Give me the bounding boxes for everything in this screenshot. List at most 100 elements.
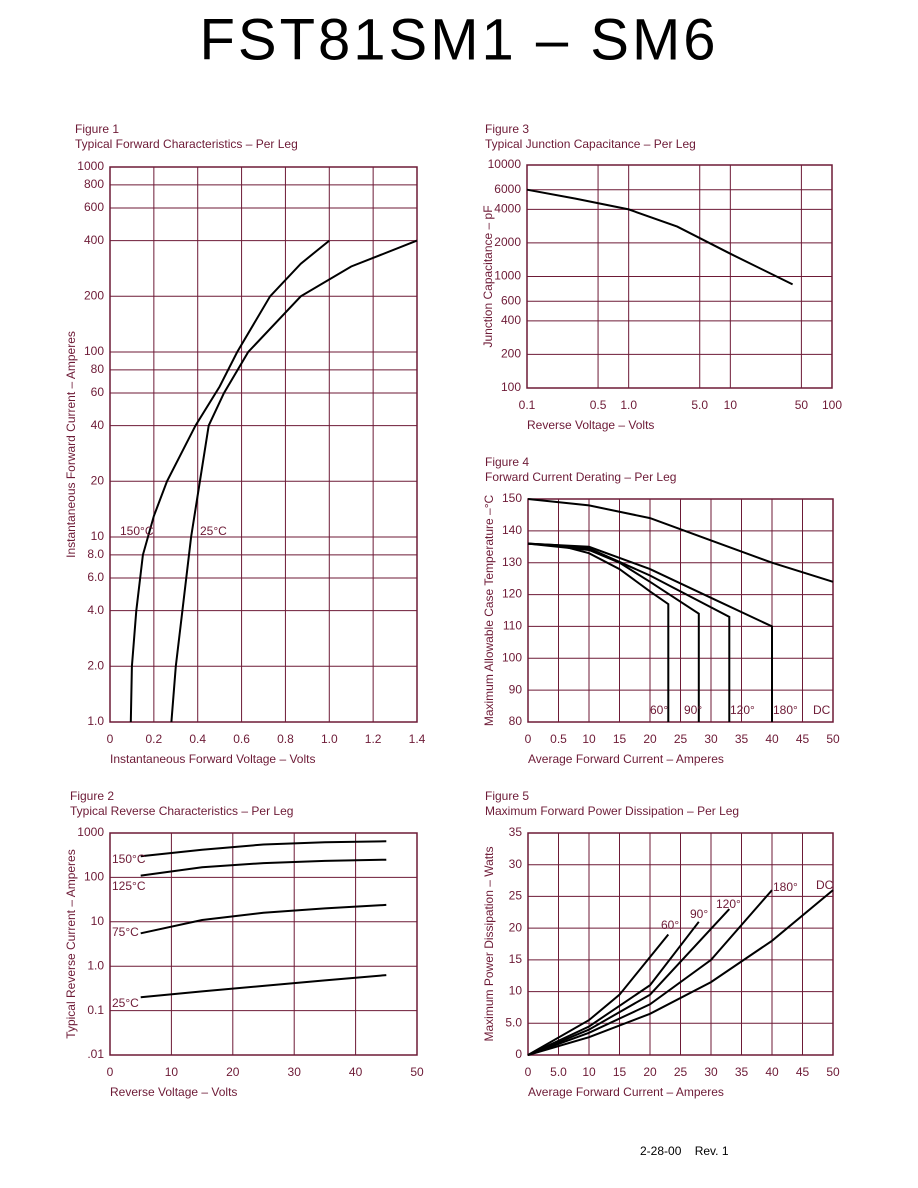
series-line — [170, 239, 418, 723]
figure-title: Typical Forward Characteristics – Per Le… — [75, 137, 298, 151]
series-line — [527, 498, 834, 583]
y-tick-label: 0 — [515, 1047, 522, 1061]
y-axis-label: Typical Reverse Current – Amperes — [64, 849, 78, 1038]
series-line — [527, 889, 834, 1056]
y-axis-label: Junction Capacitance – pF — [481, 205, 495, 347]
x-tick-label: 0.2 — [146, 732, 163, 746]
series-label: DC — [816, 878, 834, 892]
y-tick-label: 1000 — [77, 159, 104, 173]
figure-title: Typical Junction Capacitance – Per Leg — [485, 137, 696, 151]
x-tick-label: 20 — [226, 1065, 240, 1079]
y-tick-label: 25 — [509, 889, 523, 903]
figure-label: Figure 5 — [485, 789, 529, 803]
x-tick-label: 25 — [674, 1065, 688, 1079]
series-label: 90° — [690, 907, 708, 921]
series-line — [526, 188, 794, 286]
x-tick-label: 5.0 — [550, 1065, 567, 1079]
series-label: 120° — [730, 703, 755, 717]
y-tick-label: 150 — [502, 491, 522, 505]
y-tick-label: 8.0 — [87, 547, 104, 561]
x-tick-label: 0.5 — [550, 732, 567, 746]
series-line — [129, 239, 330, 723]
x-tick-label: 45 — [796, 1065, 810, 1079]
x-tick-label: 50 — [826, 732, 840, 746]
y-tick-label: 80 — [509, 714, 523, 728]
x-tick-label: 50 — [410, 1065, 424, 1079]
y-tick-label: 1000 — [77, 825, 104, 839]
x-tick-label: 50 — [795, 398, 809, 412]
plot-frame — [109, 832, 418, 1056]
x-tick-label: 35 — [735, 732, 749, 746]
y-tick-label: 130 — [502, 555, 522, 569]
x-tick-label: 0 — [107, 1065, 114, 1079]
series-label: 75°C — [112, 925, 139, 939]
footer: 2-28-00 Rev. 1 — [640, 1144, 729, 1158]
series-line — [527, 542, 670, 722]
x-tick-label: 5.0 — [691, 398, 708, 412]
x-tick-label: 30 — [704, 1065, 718, 1079]
y-axis-label: Maximum Allowable Case Temperature –°C — [482, 494, 496, 726]
y-tick-label: 20 — [509, 920, 523, 934]
series-label: 25°C — [200, 524, 227, 538]
y-tick-label: 35 — [509, 825, 523, 839]
x-tick-label: 10 — [165, 1065, 179, 1079]
series-line — [527, 542, 731, 722]
x-tick-label: 0 — [525, 1065, 532, 1079]
series-line — [140, 903, 387, 935]
y-tick-label: 40 — [91, 418, 105, 432]
y-axis-label: Maximum Power Dissipation – Watts — [482, 847, 496, 1042]
series-line — [527, 542, 700, 722]
x-tick-label: 20 — [643, 1065, 657, 1079]
x-axis-label: Average Forward Current – Amperes — [528, 752, 724, 766]
y-tick-label: 100 — [502, 650, 522, 664]
x-axis-label: Reverse Voltage – Volts — [110, 1085, 237, 1099]
x-tick-label: 1.0 — [321, 732, 338, 746]
y-tick-label: 80 — [91, 362, 105, 376]
figure-title: Forward Current Derating – Per Leg — [485, 470, 676, 484]
x-tick-label: 50 — [826, 1065, 840, 1079]
y-tick-label: 5.0 — [505, 1015, 522, 1029]
y-tick-label: 6.0 — [87, 570, 104, 584]
plot-frame — [109, 166, 418, 723]
figure-label: Figure 1 — [75, 122, 119, 136]
y-tick-label: 6000 — [494, 182, 521, 196]
series-label: 120° — [716, 897, 741, 911]
y-tick-label: 1000 — [494, 269, 521, 283]
y-tick-label: 30 — [509, 857, 523, 871]
x-axis-label: Reverse Voltage – Volts — [527, 418, 654, 432]
page-title: FST81SM1 – SM6 — [199, 7, 718, 72]
x-tick-label: 1.0 — [620, 398, 637, 412]
x-tick-label: 40 — [765, 732, 779, 746]
y-tick-label: 600 — [501, 293, 521, 307]
series-label: 60° — [661, 918, 679, 932]
series-line — [140, 974, 387, 999]
x-tick-label: 30 — [288, 1065, 302, 1079]
x-tick-label: 10 — [582, 1065, 596, 1079]
series-line — [527, 921, 700, 1056]
x-tick-label: 20 — [643, 732, 657, 746]
x-tick-label: 10 — [724, 398, 738, 412]
y-tick-label: 10 — [509, 984, 523, 998]
series-label: 150°C — [120, 524, 154, 538]
y-tick-label: 120 — [502, 587, 522, 601]
series-line — [527, 908, 731, 1056]
series-line — [527, 889, 773, 1056]
y-tick-label: 10000 — [488, 157, 522, 171]
y-tick-label: 140 — [502, 523, 522, 537]
x-tick-label: 0 — [107, 732, 114, 746]
y-tick-label: 4.0 — [87, 603, 104, 617]
y-tick-label: 15 — [509, 952, 523, 966]
y-tick-label: 1.0 — [87, 714, 104, 728]
x-tick-label: 0.1 — [519, 398, 536, 412]
series-label: 150°C — [112, 852, 146, 866]
series-label: 180° — [773, 880, 798, 894]
x-tick-label: 25 — [674, 732, 688, 746]
x-tick-label: 0 — [525, 732, 532, 746]
y-tick-label: 4000 — [494, 202, 521, 216]
x-tick-label: 30 — [704, 732, 718, 746]
x-tick-label: 40 — [349, 1065, 363, 1079]
series-line — [140, 840, 387, 858]
figure-label: Figure 3 — [485, 122, 529, 136]
figure-title: Typical Reverse Characteristics – Per Le… — [70, 804, 293, 818]
